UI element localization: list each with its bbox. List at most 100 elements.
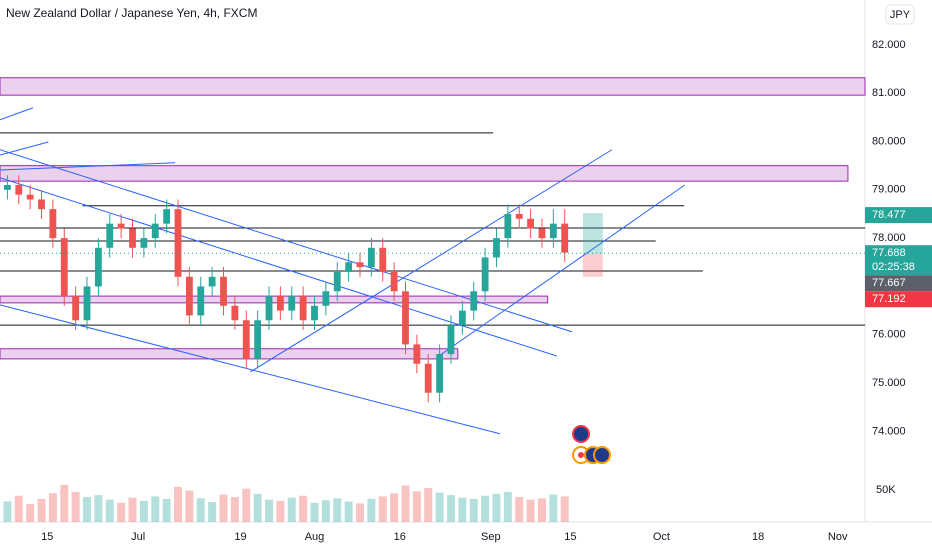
volume-bar bbox=[424, 488, 433, 522]
volume-bar bbox=[321, 500, 330, 522]
y-tick-label: 75.000 bbox=[872, 377, 906, 389]
trendline bbox=[249, 149, 613, 373]
candle-body bbox=[515, 213, 523, 219]
volume-bar bbox=[151, 496, 160, 522]
volume-bar bbox=[83, 497, 91, 522]
volume-bar bbox=[515, 497, 524, 522]
volume-bar bbox=[94, 495, 103, 522]
y-tick-label: 78.000 bbox=[872, 232, 906, 244]
candle-body bbox=[333, 271, 341, 292]
candle-body bbox=[220, 276, 227, 306]
volume-bar bbox=[435, 492, 444, 522]
volume-bar bbox=[537, 498, 546, 522]
candle-body bbox=[254, 320, 262, 359]
trendline bbox=[439, 184, 686, 356]
candle-body bbox=[185, 276, 193, 316]
trendline bbox=[0, 304, 501, 435]
y-tick-label: 82.000 bbox=[872, 39, 906, 51]
candle-body bbox=[538, 228, 546, 239]
candle-body bbox=[390, 271, 398, 292]
candle-body bbox=[26, 194, 34, 200]
candle-body bbox=[288, 296, 296, 311]
volume-bar bbox=[378, 496, 387, 522]
trendline bbox=[0, 107, 34, 121]
nzd-flag[interactable] bbox=[572, 425, 590, 443]
marks bbox=[0, 77, 866, 522]
candle-body bbox=[208, 276, 216, 287]
candle-body bbox=[481, 257, 489, 292]
candle-body bbox=[83, 286, 91, 321]
volume-bar bbox=[71, 491, 80, 522]
candle-body bbox=[106, 223, 114, 248]
title-backdrop bbox=[0, 0, 330, 24]
y-tick-label: 74.000 bbox=[872, 425, 906, 437]
volume-bar bbox=[333, 498, 342, 522]
candle-body bbox=[561, 223, 569, 253]
volume-bar bbox=[447, 495, 455, 522]
price-label: 78.477 bbox=[872, 209, 906, 221]
candle-body bbox=[493, 238, 500, 258]
candle-body bbox=[436, 354, 444, 393]
trendline bbox=[0, 177, 557, 357]
candle-body bbox=[458, 310, 466, 326]
volume-bar bbox=[242, 488, 251, 522]
candle-body bbox=[470, 291, 478, 311]
last-price-label: 77.688 bbox=[872, 247, 906, 259]
candle-body bbox=[311, 305, 318, 321]
volume-bar bbox=[526, 499, 535, 522]
candle-body bbox=[49, 209, 57, 239]
x-tick-label: Sep bbox=[481, 531, 501, 543]
volume-bar bbox=[310, 502, 319, 522]
candle-body bbox=[3, 185, 11, 190]
candle-body bbox=[299, 296, 307, 321]
candle-body bbox=[231, 305, 239, 321]
x-tick-label: 15 bbox=[41, 531, 53, 543]
zone bbox=[0, 165, 849, 182]
candle-body bbox=[379, 247, 387, 272]
volume-bar bbox=[458, 497, 467, 522]
volume-bar bbox=[128, 497, 137, 522]
volume-bar bbox=[356, 503, 364, 522]
price-label: 77.667 bbox=[872, 277, 906, 289]
candle-body bbox=[129, 228, 136, 248]
x-tick-label: 16 bbox=[394, 531, 406, 543]
volume-bar bbox=[48, 493, 57, 522]
volume-bar bbox=[503, 491, 512, 522]
candle-body bbox=[151, 223, 159, 239]
x-tick-label: 19 bbox=[234, 531, 246, 543]
candle-body bbox=[140, 238, 148, 248]
trendline bbox=[0, 141, 49, 156]
position-stop bbox=[582, 254, 603, 277]
volume-bar bbox=[469, 498, 478, 522]
currency-button[interactable] bbox=[885, 4, 915, 25]
flag-icons bbox=[572, 425, 611, 464]
candle-body bbox=[504, 213, 512, 239]
zone bbox=[0, 348, 459, 360]
x-tick-label: Aug bbox=[305, 531, 325, 543]
volume-bar bbox=[196, 498, 205, 522]
volume-bar bbox=[549, 494, 558, 522]
candle-body bbox=[424, 363, 432, 393]
event-flag[interactable] bbox=[593, 446, 611, 464]
volume-bar bbox=[219, 494, 228, 522]
candle-body bbox=[356, 262, 364, 268]
x-tick-label: 15 bbox=[564, 531, 576, 543]
candle-body bbox=[402, 291, 409, 345]
zone bbox=[0, 77, 866, 96]
candle-body bbox=[276, 296, 284, 311]
candle-body bbox=[38, 199, 45, 210]
price-label-box bbox=[865, 207, 932, 224]
candle-body bbox=[197, 286, 205, 316]
x-tick-label: Oct bbox=[653, 531, 670, 543]
candle-body bbox=[242, 320, 250, 359]
volume-bar bbox=[412, 491, 421, 522]
candle-body bbox=[549, 223, 557, 239]
volume-bar bbox=[60, 484, 69, 522]
chart-title: New Zealand Dollar / Japanese Yen, 4h, F… bbox=[6, 6, 257, 20]
price-label: 77.192 bbox=[872, 293, 906, 305]
currency-label[interactable]: JPY bbox=[890, 9, 911, 21]
last-price-box bbox=[865, 245, 932, 276]
volume-bar bbox=[174, 486, 182, 522]
